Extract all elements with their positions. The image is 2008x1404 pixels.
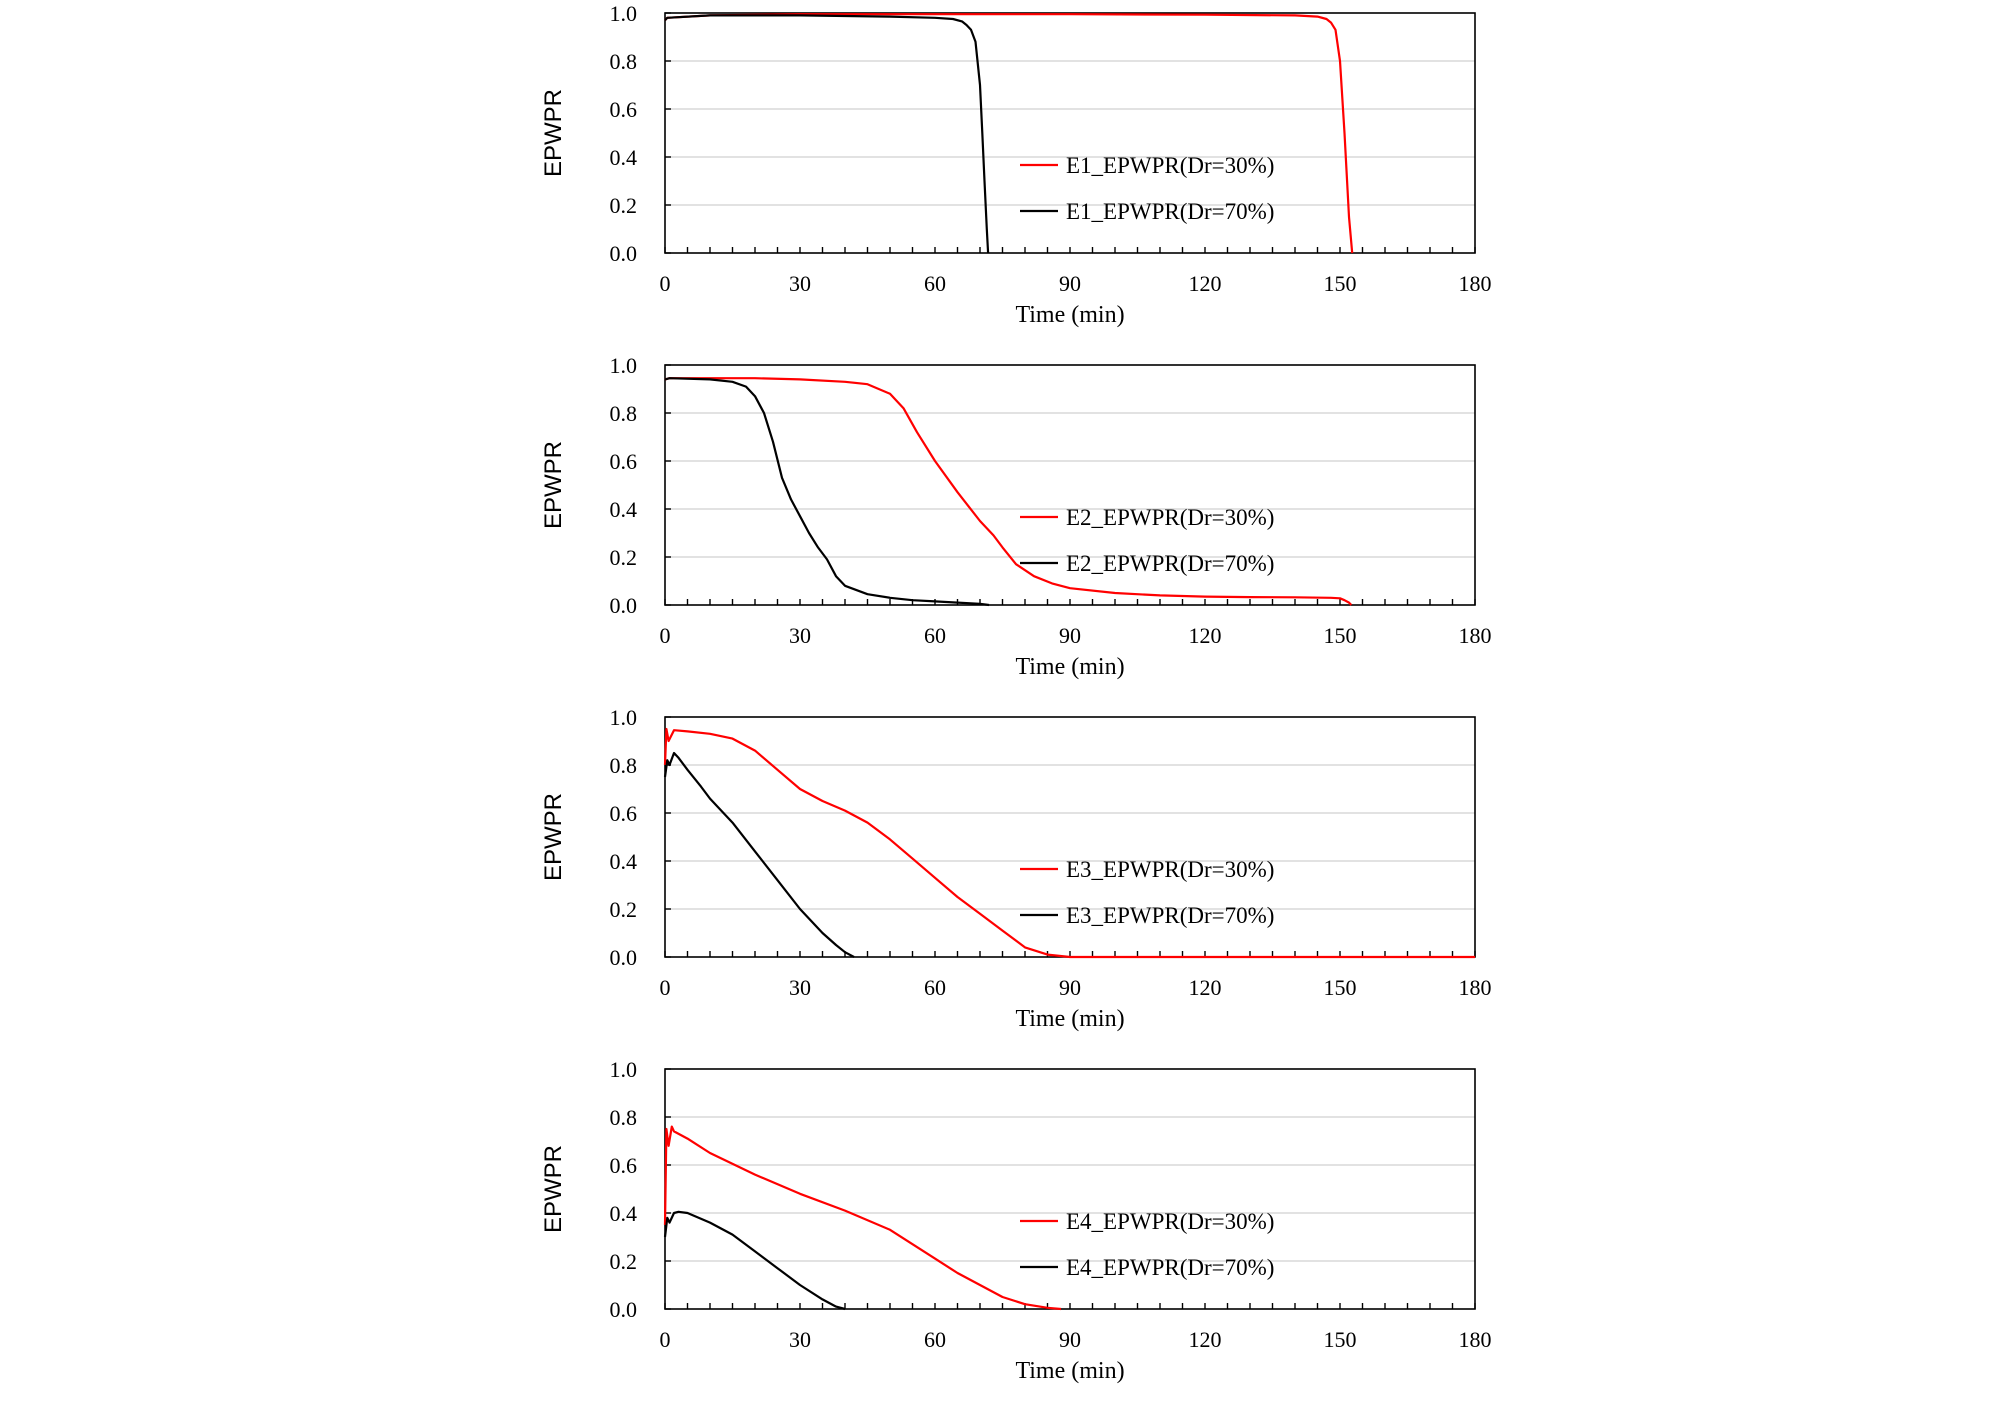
x-tick-label: 90 [1059, 975, 1081, 1000]
y-tick-label: 0.6 [610, 1153, 638, 1178]
x-tick-label: 180 [1459, 271, 1492, 296]
x-tick-label: 60 [924, 1327, 946, 1352]
y-tick-label: 0.2 [610, 193, 638, 218]
x-tick-label: 90 [1059, 1327, 1081, 1352]
chart-e1: 0.0 0.2 0.4 0.6 0.8 1.0 0 30 60 90 120 150 180 Time (… [540, 1, 1492, 328]
x-tick-label: 150 [1324, 623, 1357, 648]
x-tick-label: 0 [660, 623, 671, 648]
y-tick-label: 1.0 [610, 353, 638, 378]
y-tick-label: 0.8 [610, 753, 638, 778]
legend-label: E2_EPWPR(Dr=70%) [1066, 551, 1274, 576]
x-axis-label: Time (min) [1015, 302, 1124, 328]
y-tick-label: 0.8 [610, 401, 638, 426]
x-axis-label: Time (min) [1015, 654, 1124, 680]
legend-label: E4_EPWPR(Dr=70%) [1066, 1255, 1274, 1280]
x-tick-label: 120 [1189, 1327, 1222, 1352]
x-tick-label: 180 [1459, 1327, 1492, 1352]
x-tick-label: 120 [1189, 975, 1222, 1000]
x-tick-label: 30 [789, 271, 811, 296]
x-tick-label: 60 [924, 271, 946, 296]
y-tick-label: 0.4 [610, 849, 638, 874]
chart-e4: 0.0 0.2 0.4 0.6 0.8 1.0 0 30 60 90 120 150 180 Time (… [540, 1057, 1492, 1384]
x-tick-label: 0 [660, 271, 671, 296]
y-axis-label: EPWPR [540, 89, 567, 177]
x-axis-label: Time (min) [1015, 1358, 1124, 1384]
x-tick-label: 90 [1059, 271, 1081, 296]
y-tick-label: 0.0 [610, 945, 638, 970]
chart-e2: 0.0 0.2 0.4 0.6 0.8 1.0 0 30 60 90 120 150 180 Time (… [540, 353, 1492, 680]
y-tick-label: 0.4 [610, 497, 638, 522]
y-tick-label: 0.4 [610, 1201, 638, 1226]
series-line [664, 377, 990, 607]
x-tick-label: 30 [789, 623, 811, 648]
y-tick-label: 0.4 [610, 145, 638, 170]
y-tick-label: 0.0 [610, 241, 638, 266]
series-line [664, 377, 1353, 606]
series-line [663, 1125, 1062, 1311]
x-tick-label: 150 [1324, 271, 1357, 296]
y-tick-label: 0.2 [610, 1249, 638, 1274]
x-axis-label: Time (min) [1015, 1006, 1124, 1032]
y-tick-label: 0.8 [610, 1105, 638, 1130]
legend-label: E1_EPWPR(Dr=70%) [1066, 199, 1274, 224]
series-line [663, 727, 1475, 959]
series-line [663, 1210, 846, 1311]
y-tick-label: 0.8 [610, 49, 638, 74]
legend-label: E4_EPWPR(Dr=30%) [1066, 1209, 1274, 1234]
legend-label: E2_EPWPR(Dr=30%) [1066, 505, 1274, 530]
x-tick-label: 0 [660, 1327, 671, 1352]
x-tick-label: 30 [789, 975, 811, 1000]
y-tick-label: 0.0 [610, 1297, 638, 1322]
x-tick-label: 60 [924, 975, 946, 1000]
panel-e3: 0.0 0.2 0.4 0.6 0.8 1.0 0 30 60 90 120 150 180 Time (… [0, 704, 2008, 1047]
x-tick-label: 90 [1059, 623, 1081, 648]
legend-label: E3_EPWPR(Dr=30%) [1066, 857, 1274, 882]
x-tick-label: 150 [1324, 975, 1357, 1000]
y-tick-label: 0.2 [610, 545, 638, 570]
y-tick-label: 1.0 [610, 1, 638, 26]
x-tick-label: 60 [924, 623, 946, 648]
panel-e1: 0.0 0.2 0.4 0.6 0.8 1.0 0 30 60 90 120 150 180 Time (… [0, 0, 2008, 343]
x-tick-label: 0 [660, 975, 671, 1000]
y-tick-label: 0.2 [610, 897, 638, 922]
y-axis-label: EPWPR [540, 793, 567, 881]
y-tick-label: 0.6 [610, 449, 638, 474]
panel-e2: 0.0 0.2 0.4 0.6 0.8 1.0 0 30 60 90 120 150 180 Time (… [0, 352, 2008, 695]
x-tick-label: 120 [1189, 623, 1222, 648]
x-tick-label: 30 [789, 1327, 811, 1352]
x-tick-label: 180 [1459, 975, 1492, 1000]
y-tick-label: 0.0 [610, 593, 638, 618]
y-tick-label: 1.0 [610, 1057, 638, 1082]
y-tick-label: 0.6 [610, 97, 638, 122]
legend-label: E3_EPWPR(Dr=70%) [1066, 903, 1274, 928]
chart-e3: 0.0 0.2 0.4 0.6 0.8 1.0 0 30 60 90 120 150 180 Time (… [540, 705, 1492, 1032]
y-axis-label: EPWPR [540, 441, 567, 529]
x-tick-label: 150 [1324, 1327, 1357, 1352]
x-tick-label: 120 [1189, 271, 1222, 296]
legend-label: E1_EPWPR(Dr=30%) [1066, 153, 1274, 178]
y-tick-label: 0.6 [610, 801, 638, 826]
x-tick-label: 180 [1459, 623, 1492, 648]
y-tick-label: 1.0 [610, 705, 638, 730]
panel-e4: 0.0 0.2 0.4 0.6 0.8 1.0 0 30 60 90 120 150 180 Time (… [0, 1056, 2008, 1399]
y-axis-label: EPWPR [540, 1145, 567, 1233]
series-line [663, 751, 855, 958]
series-line [664, 14, 990, 254]
